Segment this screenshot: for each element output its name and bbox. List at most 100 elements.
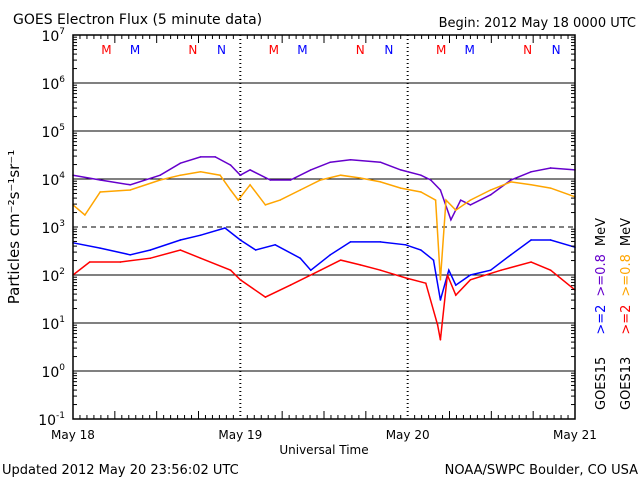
data-point	[420, 249, 422, 251]
data-point	[429, 179, 432, 181]
series-line	[72, 171, 576, 280]
data-point	[454, 294, 457, 296]
data-point	[379, 269, 382, 272]
data-point	[239, 174, 242, 176]
data-point	[329, 254, 332, 256]
local-time-marker: M	[436, 43, 446, 57]
data-point	[359, 177, 362, 179]
data-point	[530, 239, 532, 241]
y-tick-label: 10-1	[38, 411, 65, 429]
data-point	[420, 174, 422, 176]
data-point	[349, 241, 352, 243]
local-time-marker: N	[356, 43, 365, 57]
legend-entry: >=0.8	[594, 254, 609, 296]
data-point	[159, 179, 161, 181]
data-point	[129, 189, 131, 191]
data-point	[510, 179, 512, 181]
data-point	[469, 199, 472, 201]
data-point	[510, 254, 512, 256]
data-point	[450, 219, 452, 221]
local-time-marker: M	[130, 43, 140, 57]
data-point	[199, 156, 202, 158]
y-tick-exponent: -1	[56, 411, 65, 421]
series-goes15-2-mev	[72, 227, 576, 301]
local-time-marker: N	[384, 43, 393, 57]
x-tick-label: May 21	[553, 428, 597, 442]
series-group	[72, 156, 576, 341]
local-time-marker: M	[269, 43, 279, 57]
data-point	[469, 204, 472, 206]
legend-entry: >=0.8	[619, 254, 634, 296]
data-point	[404, 243, 407, 246]
data-point	[99, 179, 101, 181]
data-point	[549, 187, 552, 189]
y-tick-base: 10	[41, 365, 59, 381]
data-point	[88, 261, 91, 263]
y-tick-exponent: 5	[59, 123, 65, 133]
series-goes13-2-mev	[72, 249, 576, 341]
data-point	[179, 174, 182, 176]
data-point	[229, 164, 232, 166]
data-point	[489, 194, 492, 196]
data-point	[399, 187, 402, 189]
chart-title: GOES Electron Flux (5 minute data)	[13, 12, 262, 28]
data-point	[237, 199, 240, 201]
y-tick-label: 107	[41, 27, 65, 45]
data-point	[339, 174, 342, 176]
data-point	[309, 269, 312, 272]
data-point	[424, 282, 427, 284]
local-time-marker: N	[523, 43, 532, 57]
y-tick-label: 105	[41, 123, 65, 141]
local-time-marker: M	[465, 43, 475, 57]
series-line	[72, 227, 576, 301]
data-point	[420, 191, 422, 193]
data-point	[379, 181, 382, 183]
data-point	[179, 162, 182, 164]
data-point	[199, 234, 202, 236]
series-line	[72, 156, 576, 222]
data-point	[249, 183, 251, 186]
data-point	[179, 249, 182, 251]
x-tick-label: May 18	[51, 428, 95, 442]
data-point	[359, 264, 362, 266]
y-tick-base: 10	[41, 77, 59, 93]
y-tick-label: 101	[41, 315, 65, 333]
data-point	[214, 156, 217, 158]
data-point	[299, 189, 302, 191]
footer-updated: Updated 2012 May 20 23:56:02 UTC	[2, 463, 239, 478]
y-tick-exponent: 4	[59, 171, 65, 181]
local-time-marker: N	[188, 43, 197, 57]
legend-entry: MeV	[594, 218, 609, 246]
data-point	[264, 296, 267, 298]
data-point	[445, 199, 447, 201]
data-point	[119, 261, 122, 263]
data-point	[129, 254, 131, 256]
data-point	[379, 161, 382, 163]
data-point	[454, 284, 457, 286]
y-tick-base: 10	[41, 173, 59, 189]
data-point	[500, 269, 502, 272]
data-point	[84, 214, 86, 216]
data-point	[254, 249, 257, 251]
data-point	[434, 199, 437, 201]
legend-column-goes15: GOES15 >=2 >=0.8 MeV	[594, 218, 609, 410]
y-tick-base: 10	[41, 125, 59, 141]
y-tick-exponent: 3	[59, 219, 65, 229]
data-point	[279, 199, 281, 201]
y-tick-base: 10	[41, 317, 59, 333]
data-point	[99, 247, 101, 249]
data-point	[319, 179, 322, 181]
data-point	[439, 299, 442, 301]
y-axis-label: Particles cm⁻²s⁻¹sr⁻¹	[5, 150, 23, 304]
data-point	[469, 279, 472, 281]
y-tick-label: 106	[41, 75, 65, 93]
data-point	[439, 279, 442, 281]
y-tick-exponent: 0	[59, 363, 65, 373]
data-point	[329, 161, 332, 163]
y-tick-exponent: 6	[59, 75, 65, 85]
data-point	[349, 159, 352, 161]
data-point	[436, 324, 439, 326]
data-point	[199, 257, 202, 260]
y-tick-exponent: 7	[59, 27, 65, 37]
